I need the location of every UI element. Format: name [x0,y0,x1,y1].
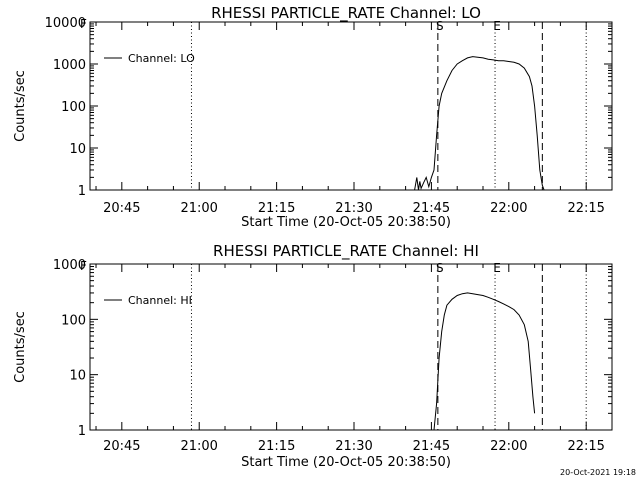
x-axis-label: Start Time (20-Oct-05 20:38:50) [241,215,451,230]
marker-label-s: S [436,261,444,275]
x-tick-label: 21:15 [258,439,295,454]
y-tick-label: 10 [69,142,86,157]
x-tick-label: 21:30 [335,439,372,454]
y-tick-label: 10 [69,369,86,384]
x-tick-label: 21:45 [413,201,450,216]
chart-title: RHESSI PARTICLE_RATE Channel: LO [211,4,481,23]
marker-label-e: E [493,261,501,275]
corner-label: F [80,259,87,273]
legend-entry: Channel: LO [128,52,195,65]
x-tick-label: 20:45 [103,439,140,454]
chart-panel-lo: RHESSI PARTICLE_RATE Channel: LO F 1 10 100 1… [13,4,613,230]
chart-panel-hi: RHESSI PARTICLE_RATE Channel: HI F 1 10 100 1… [13,242,613,470]
x-tick-label: 21:15 [258,201,295,216]
x-tick-label: 21:45 [413,439,450,454]
y-tick-label: 1 [78,424,86,439]
x-tick-label: 22:15 [567,439,604,454]
chart-title: RHESSI PARTICLE_RATE Channel: HI [213,242,479,261]
legend-entry: Channel: HI [128,294,192,307]
y-tick-label: 1 [78,184,86,199]
corner-label: F [80,17,87,31]
y-tick-label: 1000 [53,58,86,73]
x-tick-label: 21:00 [180,439,217,454]
y-tick-label: 10000 [45,16,86,31]
footer-timestamp: 20-Oct-2021 19:18 [560,468,636,477]
x-tick-label: 21:00 [180,201,217,216]
x-tick-label: 20:45 [103,201,140,216]
y-tick-label: 100 [61,313,86,328]
plot-frame [89,21,613,191]
y-tick-label: 100 [61,100,86,115]
x-tick-label: 21:30 [335,201,372,216]
series-line [433,292,536,431]
x-tick-label: 22:00 [490,201,527,216]
x-axis-label: Start Time (20-Oct-05 20:38:50) [241,455,451,470]
y-axis-label: Counts/sec [13,70,28,142]
marker-label-e: E [493,19,501,33]
y-axis-label: Counts/sec [13,311,28,383]
y-tick-label: 1000 [53,258,86,273]
marker-label-s: S [436,19,444,33]
series-line [414,56,545,191]
x-tick-label: 22:00 [490,439,527,454]
plot-frame [89,263,613,431]
x-tick-label: 22:15 [567,201,604,216]
